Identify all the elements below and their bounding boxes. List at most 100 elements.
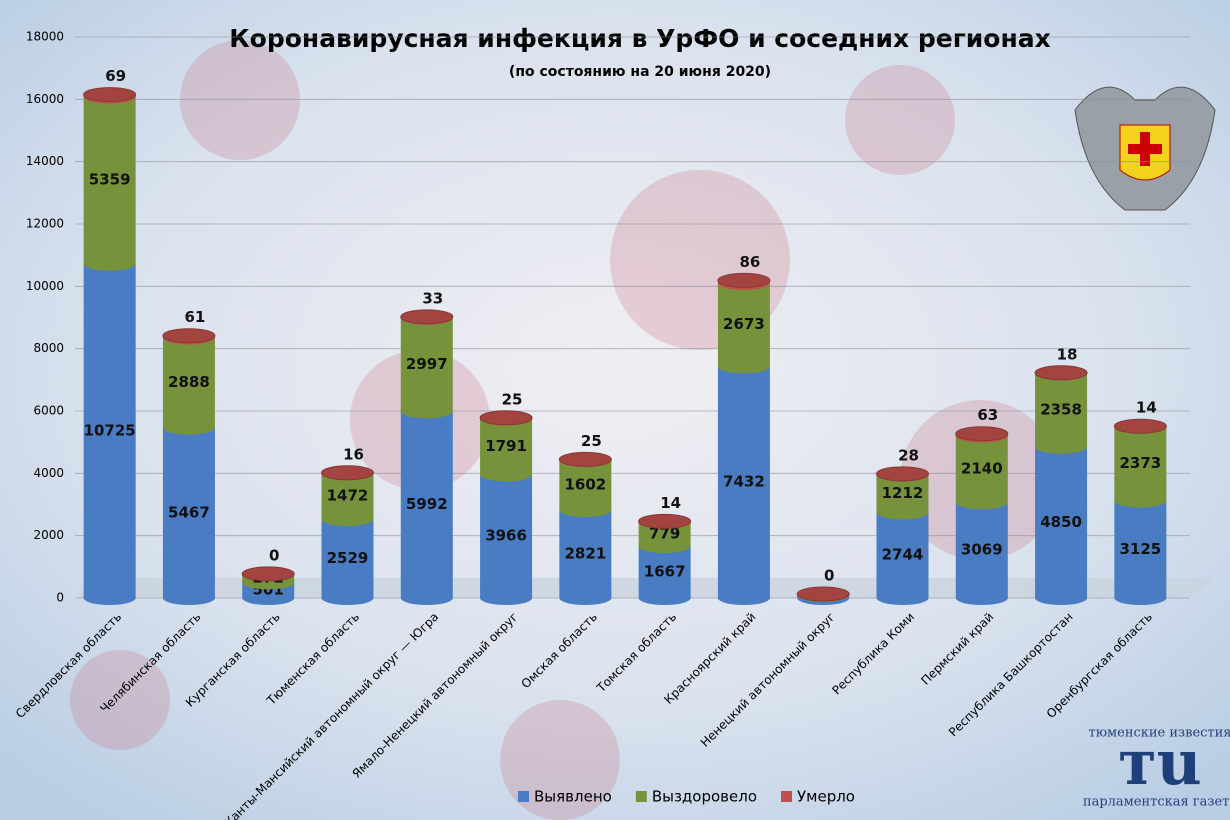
chart-title: Коронавирусная инфекция в УрФО и соседни… (229, 24, 1051, 53)
value-label: 1602 (564, 476, 606, 494)
y-tick-label: 14000 (26, 154, 64, 168)
legend-swatch (518, 791, 529, 802)
cylinder-bottom (1114, 591, 1167, 605)
value-label: 61 (184, 308, 205, 326)
bar-segment (83, 263, 136, 598)
value-label: 1667 (644, 563, 686, 581)
y-tick-label: 4000 (33, 466, 64, 480)
brand-bottom: парламентская газета (1083, 795, 1230, 810)
value-label: 2997 (406, 355, 448, 373)
cylinder-bottom (1114, 493, 1167, 508)
bar-segment (83, 96, 136, 264)
bar-segment (717, 283, 770, 367)
bar-segment (1035, 446, 1088, 598)
bar-segment (162, 427, 215, 598)
cylinder-top (83, 87, 137, 103)
cylinder-top (1113, 418, 1167, 434)
value-label: 14 (1136, 399, 1157, 417)
cylinder-top (162, 328, 216, 344)
value-label: 25 (502, 390, 523, 408)
cylinder-top (1034, 365, 1088, 381)
cylinder-bottom (162, 591, 215, 605)
value-label: 1791 (485, 437, 527, 455)
cylinder-top (638, 513, 692, 529)
cylinder-top (241, 566, 295, 582)
bar-segment (162, 337, 215, 428)
cylinder-top (321, 465, 374, 481)
bar-segment (1035, 373, 1088, 447)
value-label: 2673 (723, 315, 765, 333)
cylinder-bottom (162, 420, 215, 435)
cylinder-top (796, 586, 850, 602)
bar-segment (480, 474, 533, 598)
chart-subtitle: (по состоянию на 20 июня 2020) (509, 64, 771, 80)
legend-label: Выздоровело (652, 788, 757, 806)
value-label: 28 (898, 446, 919, 464)
value-label: 3069 (961, 541, 1003, 559)
cylinder-bottom (321, 591, 374, 605)
value-label: 18 (1057, 345, 1078, 363)
bar-segment (955, 435, 1008, 503)
cylinder-top (400, 309, 454, 325)
bar-segment (1114, 426, 1167, 501)
y-tick-label: 8000 (33, 341, 64, 355)
bar-segment (321, 519, 374, 598)
value-label: 2744 (882, 546, 924, 564)
y-tick-label: 18000 (26, 30, 64, 44)
cylinder-bottom (242, 591, 295, 605)
bar-segment (876, 512, 929, 598)
cylinder-bottom (480, 467, 533, 482)
y-tick-label: 16000 (26, 92, 64, 106)
value-label: 69 (105, 67, 126, 85)
value-label: 16 (343, 445, 364, 463)
cylinder-bottom (1035, 439, 1088, 454)
legend-label: Выявлено (534, 788, 612, 806)
cylinder-bottom (559, 591, 612, 605)
cylinder-top (955, 426, 1009, 442)
value-label: 4850 (1040, 513, 1082, 531)
value-label: 2821 (564, 545, 606, 563)
legend-swatch (781, 791, 793, 802)
value-label: 0 (269, 546, 279, 564)
cylinder-bottom (83, 256, 136, 271)
cylinder-top (558, 451, 612, 467)
value-label: 1212 (882, 484, 924, 502)
y-tick-label: 10000 (26, 279, 64, 293)
bar-segment (400, 317, 453, 412)
value-label: 14 (660, 494, 681, 512)
bar-segment (321, 473, 374, 520)
legend-swatch (635, 791, 647, 802)
cylinder-bottom (400, 404, 453, 419)
bar-segment (400, 411, 453, 598)
value-label: 25 (581, 432, 602, 450)
bar-segment (955, 502, 1008, 598)
value-label: 0 (824, 567, 834, 585)
cylinder-bottom (955, 591, 1008, 605)
cylinder-bottom (400, 591, 453, 605)
cylinder-bottom (321, 512, 374, 527)
y-tick-label: 6000 (33, 404, 64, 418)
value-label: 2529 (327, 549, 369, 567)
value-label: 2140 (961, 460, 1003, 478)
value-label: 2888 (168, 373, 210, 391)
value-label: 33 (422, 289, 443, 307)
bar-segment (638, 546, 691, 598)
value-label: 1472 (327, 487, 369, 505)
cylinder-top (479, 410, 533, 426)
cylinder-bottom (559, 503, 612, 518)
bar-segment (559, 460, 612, 511)
value-label: 2373 (1119, 454, 1161, 472)
cylinder-bottom (876, 591, 929, 605)
brand-logo: тu (1118, 726, 1202, 799)
branding: тюменские известия тu парламентская газе… (1083, 726, 1230, 810)
value-label: 63 (977, 406, 998, 424)
legend-label: Умерло (797, 788, 855, 806)
cylinder-bottom (480, 591, 533, 605)
bar-segment (717, 366, 770, 598)
value-label: 5467 (168, 503, 210, 521)
value-label: 5992 (406, 495, 448, 513)
y-tick-label: 0 (56, 591, 64, 605)
cylinder-bottom (83, 591, 136, 605)
y-tick-label: 12000 (26, 217, 64, 231)
